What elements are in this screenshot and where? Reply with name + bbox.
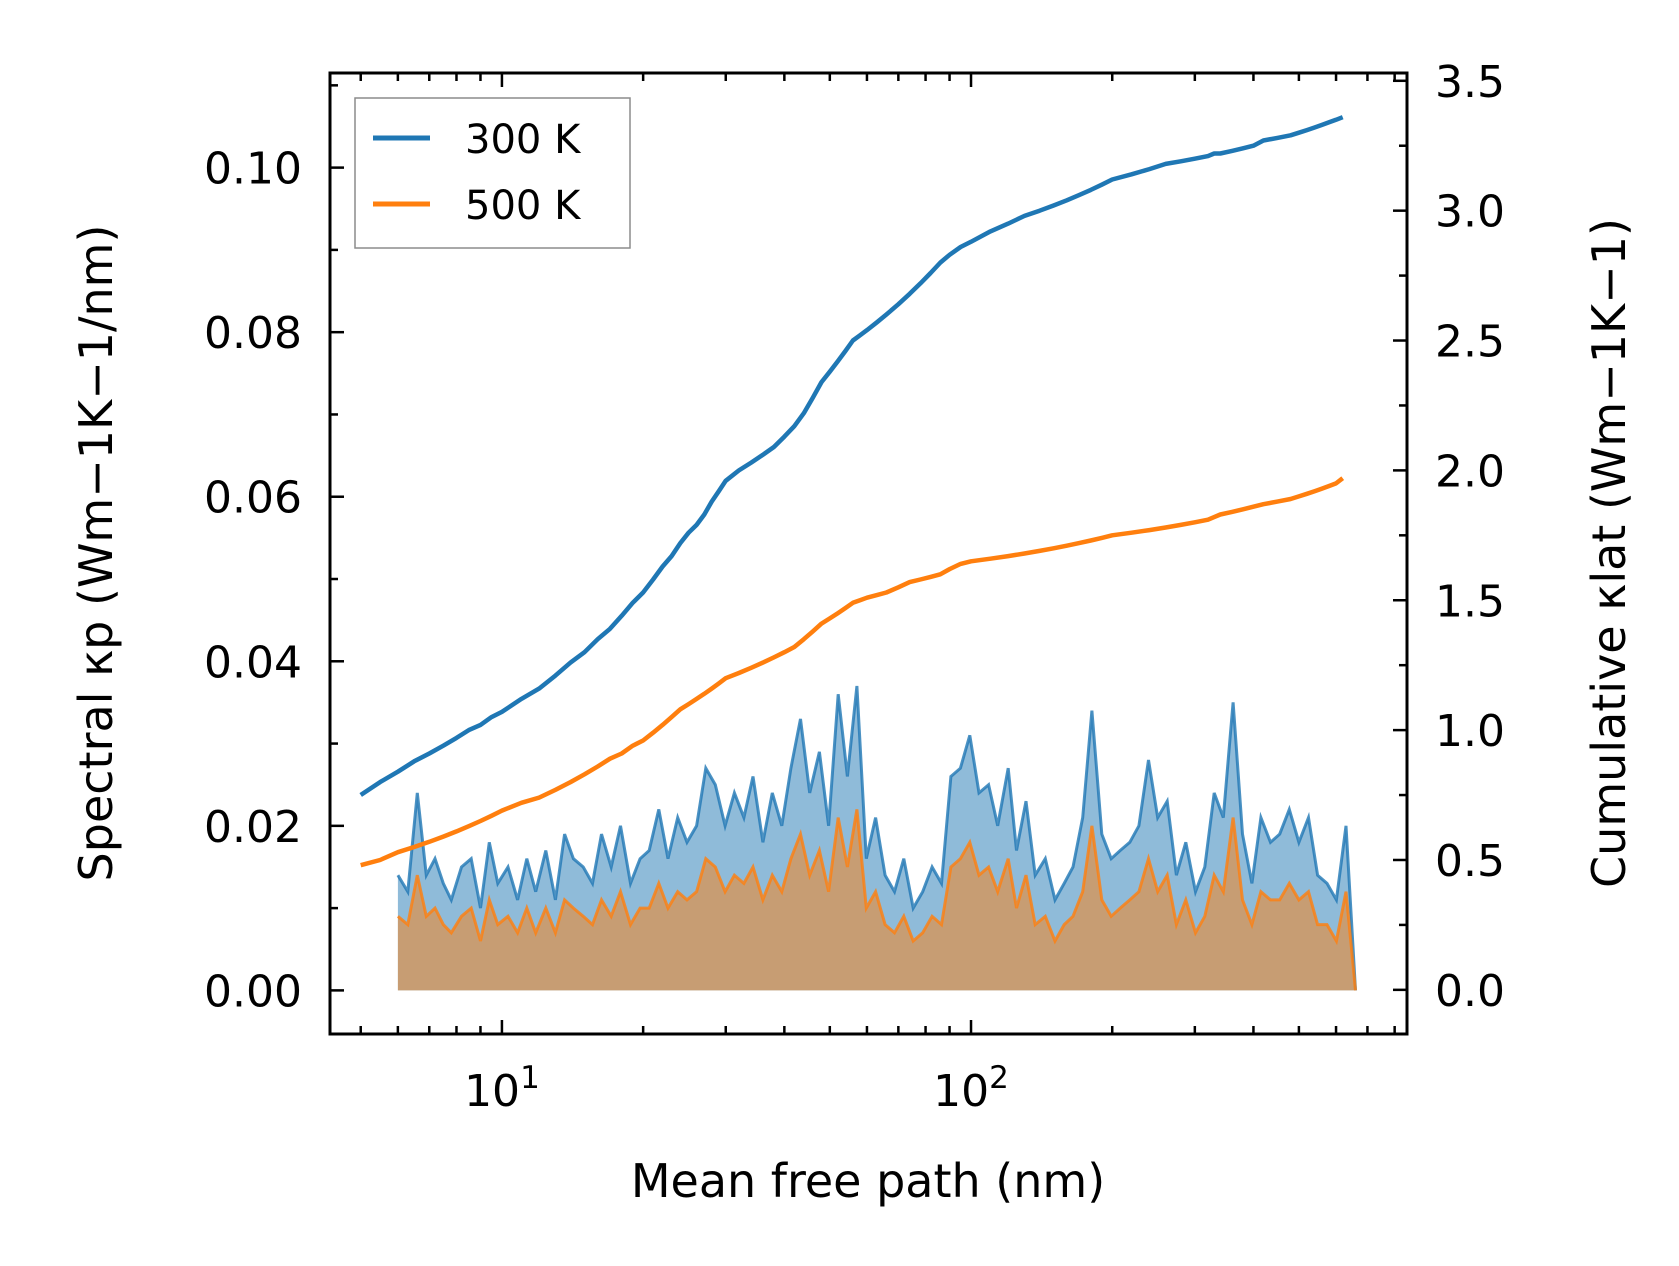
y-left-tick-label: 0.00: [204, 966, 302, 1017]
y-left-tick-label: 0.06: [204, 473, 302, 524]
x-tick-label: 102: [933, 1060, 1009, 1117]
x-tick-label: 101: [464, 1060, 540, 1117]
cumulative-line-500k: [360, 476, 1345, 868]
y-left-tick-label: 0.04: [204, 637, 302, 688]
legend-label-500k: 500 K: [465, 183, 582, 229]
y-right-tick-label: 3.0: [1435, 187, 1505, 238]
axes-layer: 101 102 0.00 0.02 0.04 0.06 0.08 0.10 0.0 0.5 1.0 1…: [204, 57, 1505, 1117]
x-axis-title: Mean free path (nm): [631, 1154, 1105, 1208]
spectral-line-300k: [396, 685, 1357, 991]
legend: 300 K 500 K: [354, 97, 631, 249]
y-left-tick-label: 0.10: [204, 144, 302, 195]
y-axis-left-title: Spectral κp (Wm−1K−1/nm): [69, 225, 123, 882]
spectral-line-500k: [396, 809, 1357, 991]
plot-frame: [328, 71, 1409, 1036]
cumulative-line-300k: [359, 115, 1344, 797]
y-left-tick-label: 0.08: [204, 308, 302, 359]
y-left-tick-label: 0.02: [204, 802, 302, 853]
y-axis-right-title: Cumulative κlat (Wm−1K−1): [1582, 218, 1636, 888]
y-right-tick-label: 0.5: [1435, 836, 1505, 887]
legend-label-300k: 300 K: [465, 117, 582, 163]
y-right-tick-label: 2.5: [1435, 317, 1505, 368]
legend-box: [354, 97, 631, 249]
y-right-tick-label: 1.0: [1435, 706, 1505, 757]
y-right-tick-label: 1.5: [1435, 576, 1505, 627]
y-right-tick-label: 2.0: [1435, 446, 1505, 497]
y-right-tick-label: 3.5: [1435, 57, 1505, 108]
series-layer: [359, 115, 1357, 991]
y-right-tick-label: 0.0: [1435, 966, 1505, 1017]
